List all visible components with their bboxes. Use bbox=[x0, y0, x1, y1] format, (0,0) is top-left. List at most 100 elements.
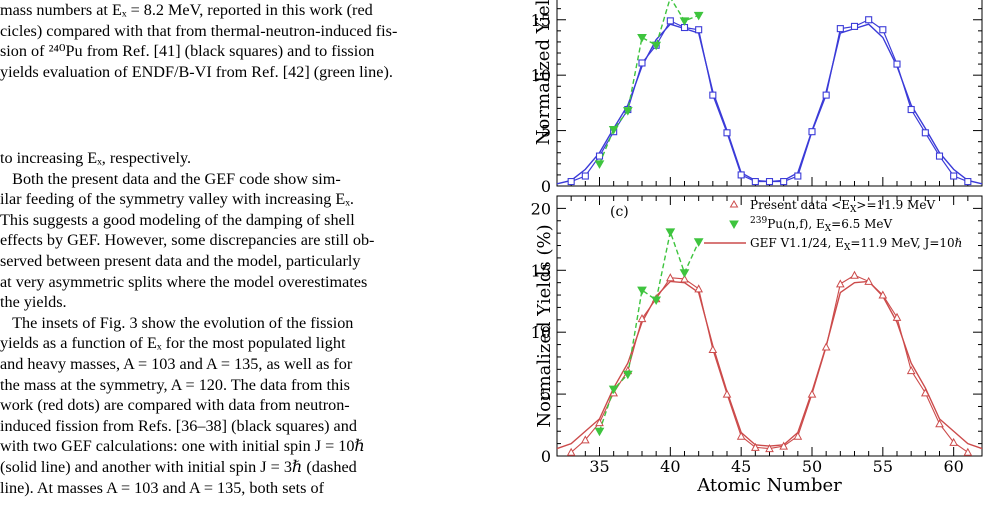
legend-text: GEF V1.1/24, E bbox=[750, 236, 844, 250]
data-point-square bbox=[751, 178, 759, 186]
data-point-triangle bbox=[892, 312, 902, 321]
ref-point bbox=[651, 296, 662, 306]
data-point-square bbox=[964, 178, 972, 186]
data-point-triangle bbox=[949, 437, 959, 446]
caption-line: sion of ²⁴⁰Pu from Ref. [41] (black squa… bbox=[0, 42, 375, 61]
legend-text: =11.9 MeV, J=10ℏ bbox=[850, 236, 962, 250]
ref-point bbox=[594, 427, 605, 437]
legend-marker bbox=[729, 220, 739, 230]
data-point-triangle bbox=[835, 279, 845, 288]
ref-point bbox=[693, 238, 704, 247]
body-line: The insets of Fig. 3 show the evolution … bbox=[0, 313, 354, 332]
data-point-square bbox=[950, 172, 958, 180]
data-point-square bbox=[879, 26, 887, 34]
data-point-triangle bbox=[821, 342, 831, 351]
data-point-triangle bbox=[736, 431, 746, 440]
text-column: mass numbers at Eₓ = 8.2 MeV, reported i… bbox=[0, 0, 505, 498]
legend-text: Pu(n,f), E bbox=[767, 217, 825, 231]
data-point-triangle bbox=[708, 344, 718, 354]
y-tick-label: 0 bbox=[541, 447, 551, 466]
data-point-square bbox=[765, 178, 774, 186]
legend-entry: Present data <EX>=11.9 MeV bbox=[750, 198, 935, 215]
data-point-triangle bbox=[920, 388, 930, 397]
body-line: and heavy masses, A = 103 and A = 135, a… bbox=[0, 354, 353, 373]
body-line: Both the present data and the GEF code s… bbox=[0, 169, 341, 188]
data-point-triangle bbox=[878, 290, 888, 299]
ref-point bbox=[665, 228, 676, 237]
ref-point bbox=[679, 17, 690, 26]
data-point-triangle bbox=[750, 442, 760, 451]
data-point-square bbox=[808, 128, 816, 136]
ref-point bbox=[608, 125, 619, 135]
legend-text: Present data <E bbox=[750, 198, 850, 212]
legend-entry: GEF V1.1/24, EX=11.9 MeV, J=10ℏ bbox=[750, 236, 962, 253]
data-point-triangle bbox=[906, 366, 916, 375]
legend-subscript: X bbox=[844, 243, 851, 253]
ref-point bbox=[622, 370, 633, 380]
data-point-square bbox=[907, 105, 915, 114]
body-line: with two GEF calculations: one with init… bbox=[0, 437, 365, 456]
data-point-triangle bbox=[793, 431, 803, 440]
figure-caption: mass numbers at Eₓ = 8.2 MeV, reported i… bbox=[0, 0, 505, 82]
ref-point bbox=[594, 160, 605, 169]
bottom-panel: 0 5 10 15 20 35 40 45 50 55 60 Atomic Number Normali… bbox=[531, 195, 983, 496]
body-line: the yields. bbox=[0, 293, 67, 312]
data-point-square bbox=[850, 22, 859, 30]
panel-label: (c) bbox=[610, 204, 629, 220]
data-point-triangle bbox=[963, 447, 973, 456]
x-tick-label: 50 bbox=[802, 457, 822, 476]
body-line: to increasing Eₓ, respectively. bbox=[0, 149, 192, 167]
ref-point bbox=[679, 269, 690, 278]
data-point-square bbox=[638, 59, 646, 67]
data-point-triangle bbox=[807, 389, 817, 398]
data-point-triangle bbox=[694, 284, 704, 293]
x-tick-label: 55 bbox=[873, 457, 893, 476]
y-tick-label: 0 bbox=[541, 177, 551, 196]
caption-line: cicles) compared with that from thermal-… bbox=[0, 21, 398, 40]
y-tick-label: 15 bbox=[531, 11, 551, 30]
gef-line bbox=[556, 23, 983, 185]
data-point-triangle bbox=[722, 389, 732, 398]
data-point-triangle bbox=[779, 441, 789, 450]
data-point-triangle bbox=[864, 276, 874, 285]
caption-line: mass numbers at Eₓ = 8.2 MeV, reported i… bbox=[0, 1, 373, 19]
data-line bbox=[570, 19, 969, 183]
body-line: This suggests a good modeling of the dam… bbox=[0, 210, 355, 229]
top-panel-frame bbox=[556, 0, 983, 187]
ref-point bbox=[637, 33, 647, 43]
x-tick-label: 45 bbox=[731, 457, 751, 476]
ref-point bbox=[651, 41, 662, 51]
data-point-triangle bbox=[580, 435, 590, 444]
data-point-square bbox=[836, 25, 844, 33]
legend-subscript: X bbox=[825, 224, 832, 234]
data-point-square bbox=[666, 17, 674, 25]
data-point-triangle bbox=[850, 270, 859, 279]
body-line: yields as a function of Eₓ for the most … bbox=[0, 334, 346, 353]
data-point-square bbox=[723, 129, 731, 137]
body-line: ilar feeding of the symmetry valley with… bbox=[0, 190, 354, 209]
x-tick-label: 40 bbox=[660, 457, 680, 476]
legend-subscript: X bbox=[850, 205, 857, 215]
caption-line: yields evaluation of ENDF/B-VI from Ref.… bbox=[0, 62, 393, 81]
data-point-square bbox=[935, 152, 944, 160]
data-point-triangle bbox=[765, 444, 774, 453]
figure-panels: 0 5 10 15 Normalized Yields 0 5 10 15 20 35 40 45 50 5… bbox=[520, 0, 990, 524]
data-point-square bbox=[794, 172, 802, 180]
body-line: work (red dots) are compared with data f… bbox=[0, 396, 350, 415]
data-point-square bbox=[893, 60, 901, 68]
data-point-square bbox=[865, 16, 873, 24]
data-point-square bbox=[780, 178, 788, 186]
body-line: at very asymmetric splits where the mode… bbox=[0, 272, 368, 291]
ref-point bbox=[637, 286, 647, 296]
data-point-square bbox=[695, 26, 703, 34]
y-tick-label: 10 bbox=[531, 323, 551, 342]
body-paragraphs: to increasing Eₓ, respectively. Both the… bbox=[0, 148, 505, 498]
x-tick-label: 35 bbox=[589, 457, 609, 476]
legend-text: =6.5 MeV bbox=[831, 217, 892, 231]
y-tick-label: 20 bbox=[531, 199, 551, 218]
y-tick-label: 5 bbox=[541, 385, 551, 404]
body-line: the mass at the symmetry, A = 120. The d… bbox=[0, 375, 350, 394]
x-axis-label: Atomic Number bbox=[696, 475, 842, 496]
